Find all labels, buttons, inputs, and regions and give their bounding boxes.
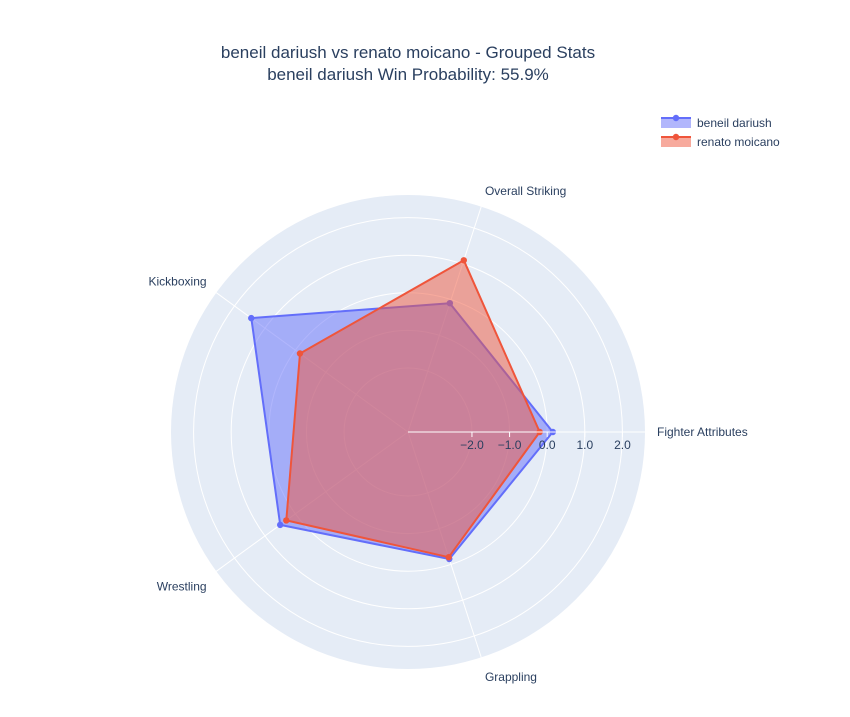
radial-tick-label-4: 2.0 — [614, 438, 631, 452]
legend-marker-1 — [672, 133, 680, 141]
angular-label-0: Fighter Attributes — [657, 425, 748, 439]
legend-swatch-0 — [661, 118, 691, 128]
series-1-point-4 — [445, 554, 452, 561]
series-area-1 — [285, 259, 541, 559]
legend-label-1: renato moicano — [697, 135, 780, 149]
legend-item-1[interactable]: renato moicano — [661, 133, 780, 149]
angular-label-2: Kickboxing — [149, 275, 207, 289]
radial-tick-label-2: 0.0 — [539, 438, 556, 452]
legend-swatch-1 — [661, 137, 691, 147]
radial-tick-label-1: −1.0 — [498, 438, 522, 452]
series-1-point-1 — [460, 257, 467, 264]
legend-marker-0 — [672, 114, 680, 122]
chart-title: beneil dariush vs renato moicano - Group… — [221, 43, 595, 84]
radial-tick-label-0: −2.0 — [460, 438, 484, 452]
angular-label-3: Wrestling — [157, 579, 207, 593]
angular-label-4: Grappling — [485, 670, 537, 684]
legend-item-0[interactable]: beneil dariush — [661, 114, 772, 130]
series-0-point-3 — [276, 521, 284, 529]
series-layer — [248, 257, 557, 563]
series-1-point-2 — [296, 350, 304, 357]
legend-label-0: beneil dariush — [697, 116, 772, 130]
radial-ticks: −2.0 −1.0 0.0 1.0 2.0 — [408, 431, 645, 452]
radial-tick-label-3: 1.0 — [576, 438, 593, 452]
series-0-point-2 — [248, 314, 255, 322]
title: beneil dariush vs renato moicano - Group… — [221, 43, 595, 62]
legend[interactable]: beneil dariush renato moicano — [661, 114, 780, 149]
series-1-point-3 — [283, 517, 290, 524]
subtitle: beneil dariush Win Probability: 55.9% — [267, 65, 549, 84]
angular-label-1: Overall Striking — [485, 184, 566, 198]
angular-labels: Fighter Attributes Overall Striking Kickbo… — [149, 184, 748, 684]
